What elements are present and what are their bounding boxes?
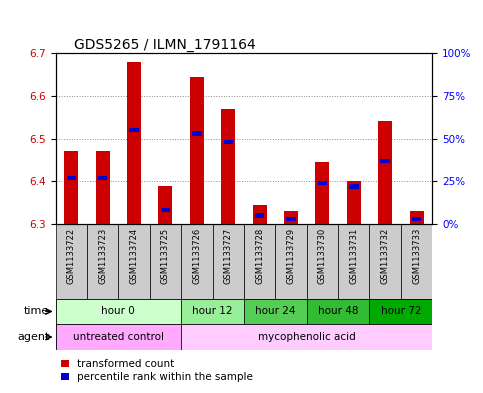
Bar [369, 299, 432, 324]
Bar [224, 140, 233, 144]
Bar [67, 176, 76, 180]
Text: mycophenolic acid: mycophenolic acid [258, 332, 355, 342]
Bar [244, 224, 275, 299]
Bar [56, 324, 181, 350]
Text: agent: agent [17, 332, 49, 342]
Bar [192, 131, 201, 136]
Bar [275, 224, 307, 299]
Text: hour 0: hour 0 [101, 307, 135, 316]
Bar [98, 176, 107, 180]
Bar [190, 77, 204, 224]
Bar [253, 205, 267, 224]
Bar [307, 299, 369, 324]
Bar [181, 224, 213, 299]
Bar [161, 208, 170, 213]
Legend: transformed count, percentile rank within the sample: transformed count, percentile rank withi… [61, 359, 253, 382]
Text: GSM1133722: GSM1133722 [67, 228, 76, 284]
Text: GSM1133725: GSM1133725 [161, 228, 170, 284]
Bar [315, 162, 329, 224]
Bar [129, 128, 139, 132]
Bar [56, 299, 181, 324]
Text: time: time [24, 307, 49, 316]
Bar [118, 224, 150, 299]
Bar [347, 181, 361, 224]
Bar [307, 224, 338, 299]
Bar [381, 159, 390, 163]
Text: hour 12: hour 12 [192, 307, 233, 316]
Text: GSM1133731: GSM1133731 [349, 228, 358, 284]
Bar [378, 121, 392, 224]
Bar [244, 299, 307, 324]
Text: hour 24: hour 24 [255, 307, 296, 316]
Bar [158, 185, 172, 224]
Bar [369, 224, 401, 299]
Text: GSM1133727: GSM1133727 [224, 228, 233, 284]
Text: GSM1133724: GSM1133724 [129, 228, 139, 284]
Bar [255, 213, 264, 218]
Bar [401, 224, 432, 299]
Bar [412, 217, 421, 221]
Text: GDS5265 / ILMN_1791164: GDS5265 / ILMN_1791164 [74, 38, 256, 52]
Bar [181, 324, 432, 350]
Bar [56, 224, 87, 299]
Text: GSM1133733: GSM1133733 [412, 228, 421, 284]
Bar [213, 224, 244, 299]
Bar [318, 181, 327, 185]
Text: GSM1133729: GSM1133729 [286, 228, 296, 284]
Text: GSM1133732: GSM1133732 [381, 228, 390, 284]
Bar [221, 108, 235, 224]
Text: GSM1133723: GSM1133723 [98, 228, 107, 284]
Text: hour 72: hour 72 [381, 307, 421, 316]
Bar [181, 299, 244, 324]
Text: GSM1133726: GSM1133726 [192, 228, 201, 284]
Bar [284, 211, 298, 224]
Bar [349, 184, 358, 189]
Bar [338, 224, 369, 299]
Bar [127, 62, 141, 224]
Bar [96, 151, 110, 224]
Text: GSM1133730: GSM1133730 [318, 228, 327, 284]
Bar [410, 211, 424, 224]
Bar [150, 224, 181, 299]
Bar [87, 224, 118, 299]
Text: hour 48: hour 48 [318, 307, 358, 316]
Bar [286, 217, 296, 221]
Bar [64, 151, 78, 224]
Text: GSM1133728: GSM1133728 [255, 228, 264, 284]
Text: untreated control: untreated control [73, 332, 164, 342]
